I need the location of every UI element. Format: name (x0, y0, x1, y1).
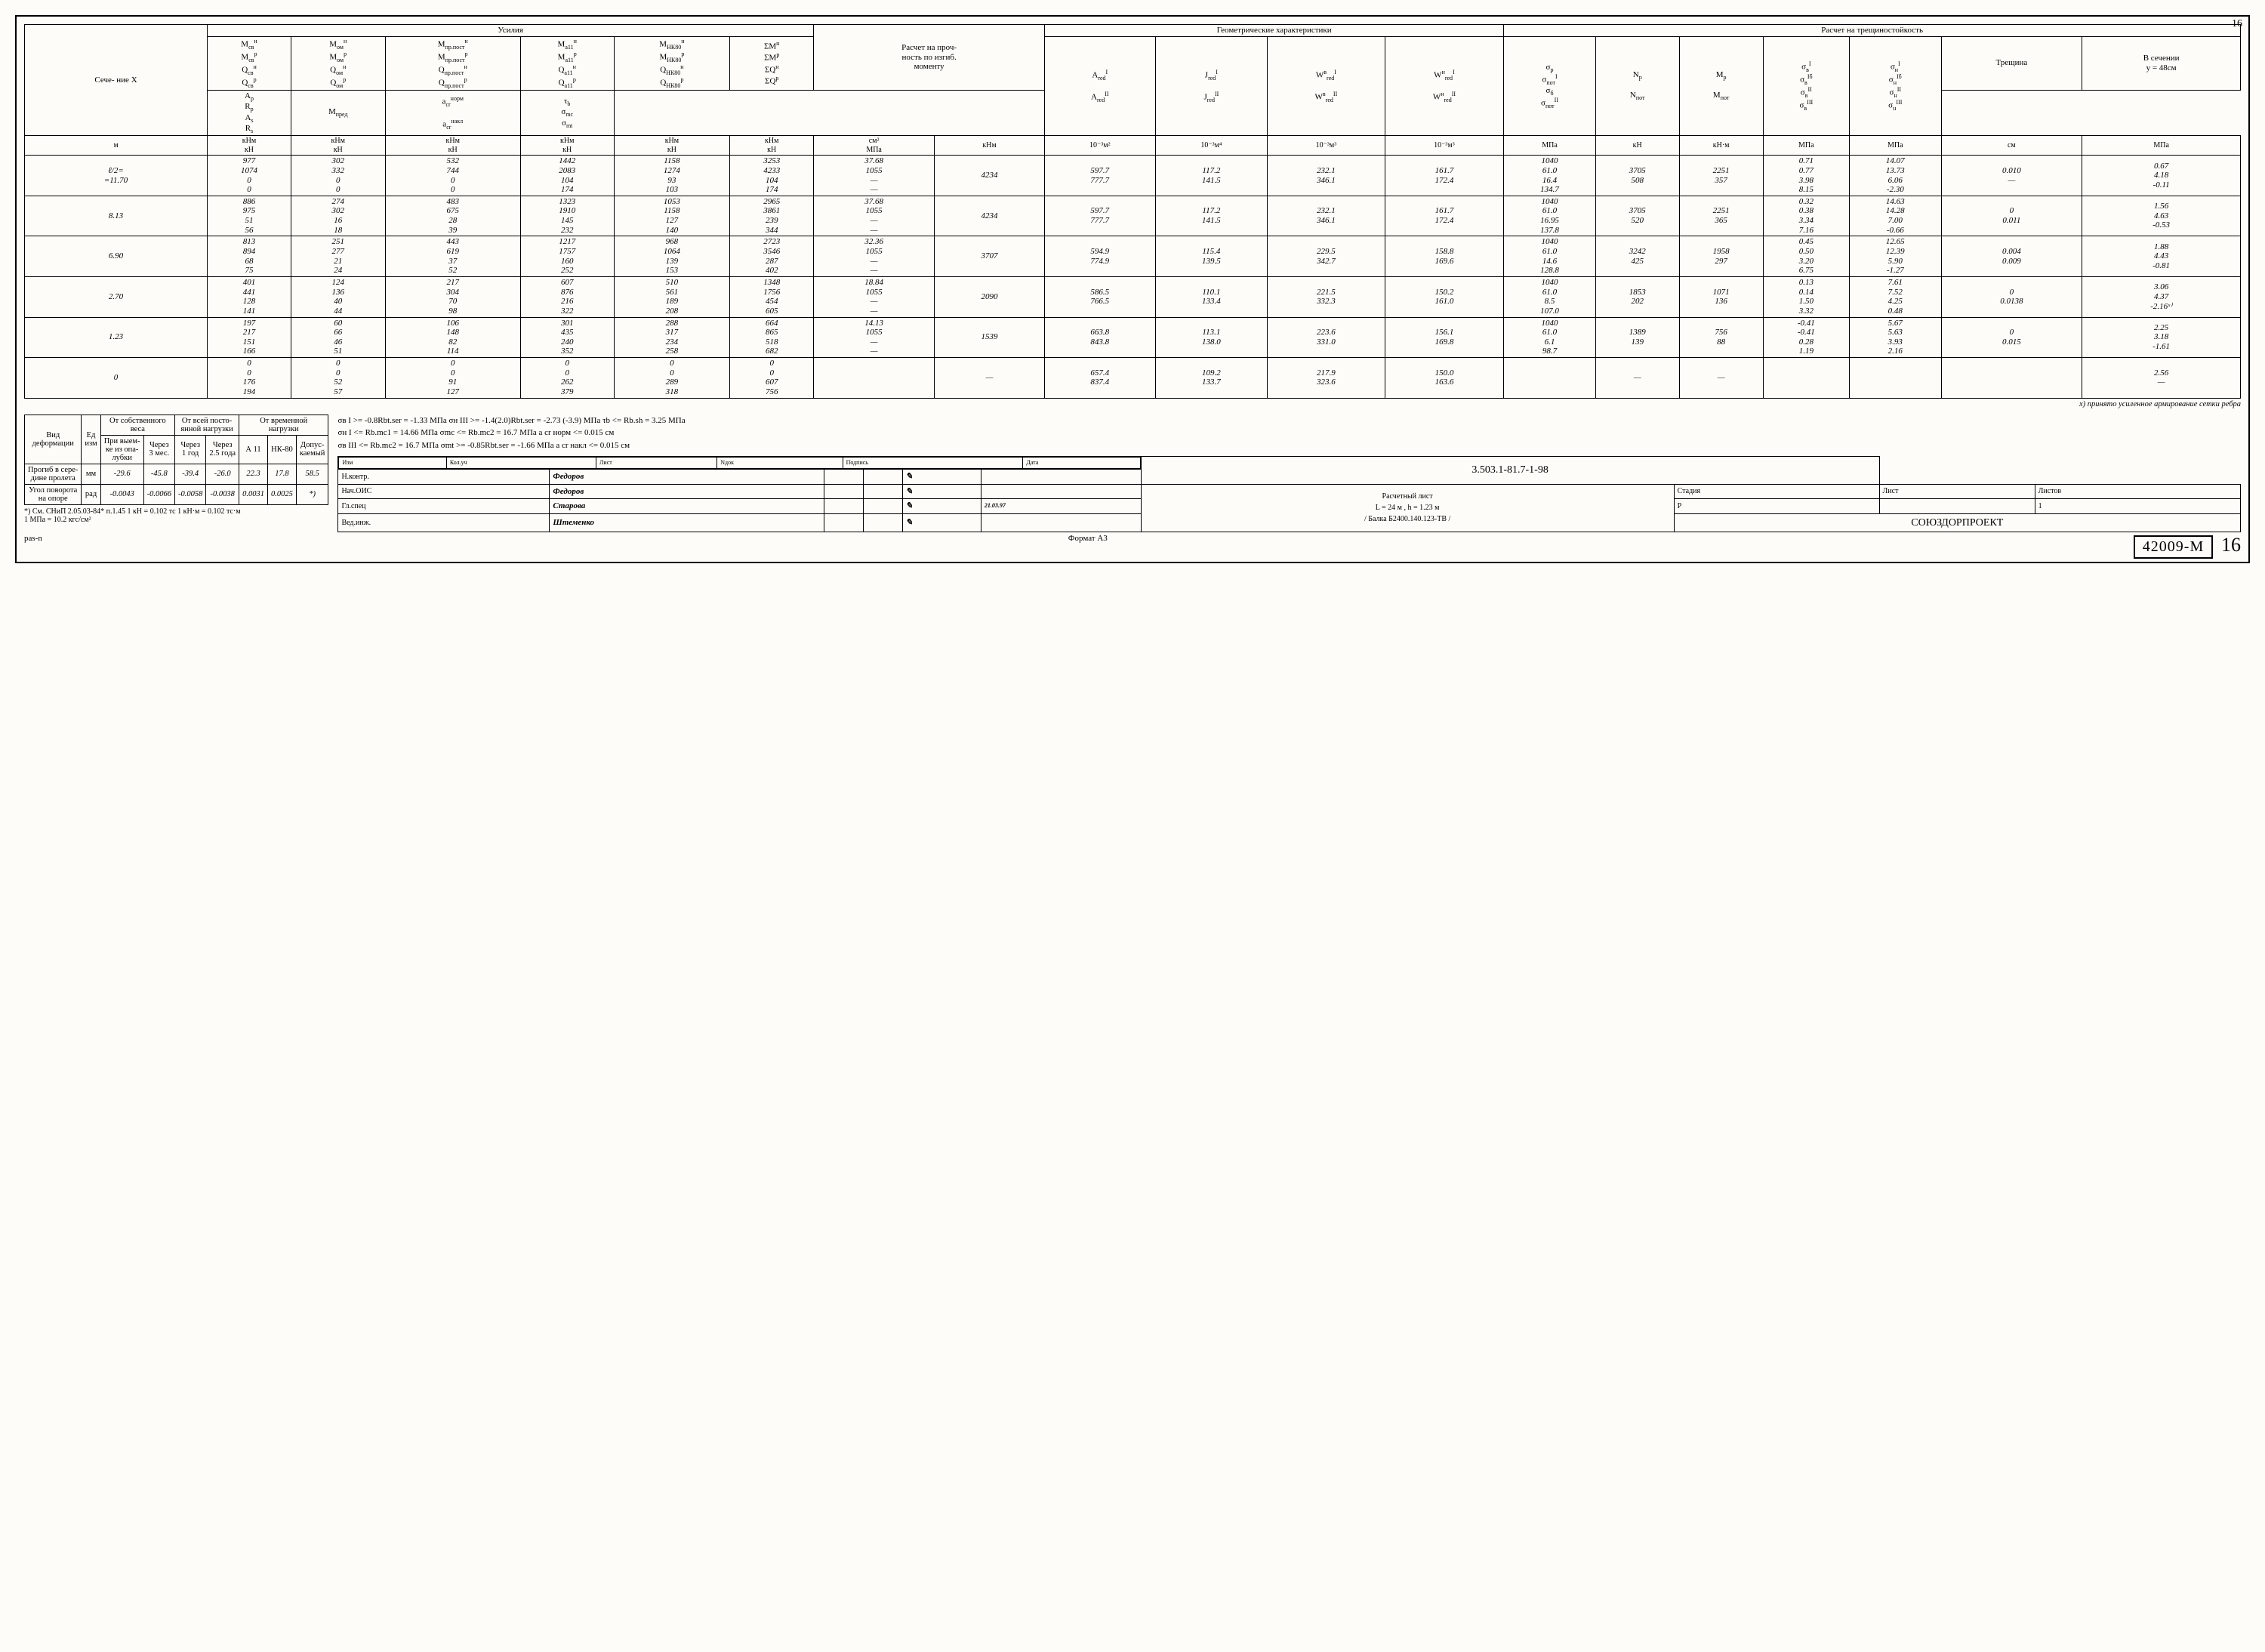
col-mcb: MсвнMсврQсвнQсвр (208, 36, 291, 90)
table-row: 2.70401441128141124136404421730470986078… (25, 276, 2241, 317)
col-mnk: MНК80нMНК80рQНК80нQНК80р (614, 36, 730, 90)
formulas-block: σв I >= -0.8Rbt.ser = -1.33 МПа σн III >… (337, 415, 2241, 532)
drawing-sheet: 16 Сече- ние X Усилия Расчет на проч- но… (15, 15, 2250, 563)
col-sigp: σрσпотIσбσпотII (1504, 36, 1595, 136)
table-row: 0001761940052570091127002623790028931800… (25, 358, 2241, 399)
title-block: ИзмКол.учЛистNдокПодписьДата 3.503.1-81.… (337, 456, 2241, 532)
col-section: Сече- ние X (25, 25, 208, 136)
page-number-top: 16 (2232, 18, 2242, 30)
header-symbols-row: MсвнMсврQсвнQсвр MомнMомрQомнQомр Mпр.по… (25, 36, 2241, 90)
col-sec-y: В сечении у = 48см (2082, 36, 2241, 90)
col-sigb: σвIσвIбσвIIσвIII (1763, 36, 1849, 136)
col-wh: WнredI WнredII (1385, 36, 1504, 136)
col-sigh: σнIσнIбσнIIσнIII (1850, 36, 1941, 136)
table-row: 6.90813894687525127721244436193752121717… (25, 236, 2241, 277)
group-geom: Геометрические характеристики (1045, 25, 1504, 37)
col-aprp: ApRpAsRs (208, 90, 291, 136)
sheet-number: 16 (2221, 534, 2241, 556)
deformation-table: Вид деформации Ед изм От собственного ве… (24, 415, 328, 505)
col-wb: WвredI WвredII (1268, 36, 1385, 136)
col-mp: Mр Mпот (1679, 36, 1763, 136)
table-row: ℓ/2= =11.7097710740030233200532744001442… (25, 156, 2241, 196)
col-np: Nр Nпот (1595, 36, 1679, 136)
def-note: *) См. СНиП 2.05.03-84* п.1.45 1 кН = 0.… (24, 507, 328, 524)
table-row: 8.13886975515627430216184836752839132319… (25, 196, 2241, 236)
col-mpred: Mпред (291, 90, 385, 136)
col-crack: Трещина (1941, 36, 2082, 90)
drawing-number: 42009-М (2134, 535, 2213, 559)
col-ma11: Mа11нMа11рQа11нQа11р (520, 36, 614, 90)
col-jred: JredI JredII (1155, 36, 1268, 136)
main-calculation-table: Сече- ние X Усилия Расчет на проч- ность… (24, 24, 2241, 399)
col-ared: AredI AredII (1045, 36, 1156, 136)
table-row: 1.23197217151166606646511061488211430143… (25, 317, 2241, 358)
col-mom: MомнMомрQомнQомр (291, 36, 385, 90)
group-crack: Расчет на трещиностойкость (1504, 25, 2241, 37)
col-acr: acrнорм acrнакл (385, 90, 520, 136)
table-row: Угол поворота на опорерад-0.0043-0.0066-… (25, 484, 328, 504)
col-sm: ΣMнΣMрΣQнΣQр (730, 36, 814, 90)
col-mpl: Mпр.постнMпр.пострQпр.постнQпр.постр (385, 36, 520, 90)
units-row: м кНм кН кНм кН кНм кН кНм кН кНм кН кНм… (25, 136, 2241, 156)
deformation-block: Вид деформации Ед изм От собственного ве… (24, 415, 328, 524)
x-note: х) принято усиленное армирование сетки р… (24, 400, 2241, 408)
table-row: Прогиб в сере- дине пролетамм-29.6-45.8-… (25, 464, 328, 484)
footer: pas-n Формат А3 42009-М 16 (24, 534, 2241, 559)
group-forces: Усилия (208, 25, 814, 37)
col-tau: τbσmcσmt (520, 90, 614, 136)
group-strength: Расчет на проч- ность по изгиб. моменту (814, 25, 1045, 91)
